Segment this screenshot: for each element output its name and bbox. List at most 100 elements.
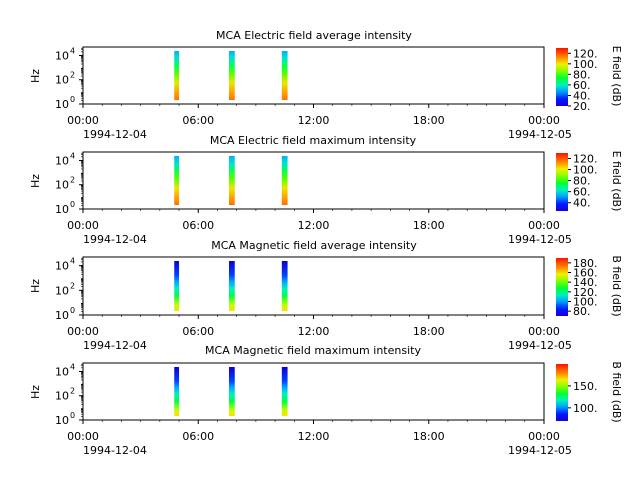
- spectrogram-burst-2: [228, 261, 235, 311]
- colorbar-tick-label: 80.: [573, 68, 591, 81]
- y-tick-label: 10: [55, 309, 69, 322]
- x-date-start: 1994-12-04: [83, 128, 147, 141]
- y-tick-label: 10: [55, 390, 69, 403]
- colorbar-tick-label: 120.: [573, 286, 598, 299]
- y-axis-label: Hz: [29, 174, 42, 188]
- y-tick-label: 10: [55, 365, 69, 378]
- spectrogram-burst-1: [174, 367, 180, 416]
- y-tick-exponent: 2: [70, 281, 75, 290]
- y-tick-label: 10: [55, 260, 69, 273]
- colorbar-tick-label: 140.: [573, 276, 598, 289]
- x-tick-label: 00:00: [67, 219, 99, 232]
- x-date-end: 1994-12-05: [508, 339, 572, 352]
- colorbar-tick-label: 80.: [573, 175, 591, 188]
- colorbar: [556, 153, 568, 211]
- colorbar-tick-label: 40.: [573, 197, 591, 210]
- y-tick-exponent: 0: [70, 306, 75, 315]
- x-date-start: 1994-12-04: [83, 339, 147, 352]
- y-tick-exponent: 2: [70, 71, 75, 80]
- x-date-end: 1994-12-05: [508, 233, 572, 246]
- colorbar-tick-label: 40.: [573, 89, 591, 102]
- x-tick-label: 00:00: [528, 325, 560, 338]
- x-tick-label: 12:00: [298, 219, 330, 232]
- x-tick-label: 18:00: [413, 325, 445, 338]
- colorbar-label: E field (dB): [610, 46, 623, 107]
- spectrogram-burst-2: [228, 156, 235, 205]
- y-tick-exponent: 0: [70, 95, 75, 104]
- spectrogram-burst-3: [281, 51, 288, 100]
- y-tick-label: 10: [55, 203, 69, 216]
- colorbar-tick-label: 80.: [573, 305, 591, 318]
- burst-group: [174, 156, 288, 205]
- y-axis-label: Hz: [29, 385, 42, 399]
- y-tick-label: 10: [55, 74, 69, 87]
- colorbar-tick-label: 100.: [573, 402, 598, 415]
- colorbar-tick-label: 20.: [573, 100, 591, 113]
- plot-frame: [82, 46, 545, 105]
- x-tick-label: 00:00: [67, 430, 99, 443]
- y-tick-label: 10: [55, 414, 69, 427]
- y-tick-exponent: 0: [70, 200, 75, 209]
- colorbar-tick-label: 120.: [573, 153, 598, 166]
- x-date-start: 1994-12-04: [83, 233, 147, 246]
- panel-magnetic-average: MCA Magnetic field average intensity Hz …: [29, 239, 623, 352]
- x-tick-label: 06:00: [182, 219, 214, 232]
- colorbar: [556, 364, 568, 421]
- x-date-end: 1994-12-05: [508, 444, 572, 457]
- colorbar-tick-label: 150.: [573, 380, 598, 393]
- colorbar-tick-label: 120.: [573, 47, 598, 60]
- spectrogram-burst-3: [281, 156, 288, 205]
- colorbar-tick-label: 100.: [573, 58, 598, 71]
- y-tick-label: 10: [55, 49, 69, 62]
- y-tick-label: 10: [55, 154, 69, 167]
- colorbar: [556, 258, 568, 316]
- y-tick-exponent: 4: [70, 151, 75, 160]
- x-tick-label: 00:00: [528, 219, 560, 232]
- y-tick-exponent: 2: [70, 176, 75, 185]
- x-tick-label: 06:00: [182, 430, 214, 443]
- colorbar-tick-label: 160.: [573, 267, 598, 280]
- x-tick-label: 12:00: [298, 114, 330, 127]
- x-tick-label: 00:00: [67, 325, 99, 338]
- colorbar-tick-label: 60.: [573, 79, 591, 92]
- y-tick-exponent: 4: [70, 362, 75, 371]
- y-tick-exponent: 0: [70, 411, 75, 420]
- panel-title: MCA Electric field maximum intensity: [210, 134, 417, 147]
- burst-group: [174, 261, 288, 311]
- y-tick-exponent: 4: [70, 46, 75, 55]
- spectrogram-burst-3: [281, 367, 288, 416]
- x-tick-label: 18:00: [413, 114, 445, 127]
- x-date-end: 1994-12-05: [508, 128, 572, 141]
- x-tick-label: 00:00: [528, 430, 560, 443]
- colorbar: [556, 48, 568, 106]
- y-axis-label: Hz: [29, 279, 42, 293]
- x-tick-label: 00:00: [528, 114, 560, 127]
- spectrogram-burst-1: [174, 156, 180, 205]
- y-tick-exponent: 4: [70, 257, 75, 266]
- spectrogram-burst-2: [228, 367, 235, 416]
- y-axis-label: Hz: [29, 69, 42, 83]
- colorbar-label: E field (dB): [610, 151, 623, 212]
- x-tick-label: 12:00: [298, 325, 330, 338]
- spectrogram-burst-1: [174, 261, 180, 311]
- y-tick-label: 10: [55, 284, 69, 297]
- plot-frame: [82, 151, 545, 210]
- plot-frame: [82, 362, 545, 421]
- panel-magnetic-maximum: MCA Magnetic field maximum intensity Hz …: [29, 344, 623, 457]
- colorbar-tick-label: 100.: [573, 164, 598, 177]
- burst-group: [174, 51, 288, 100]
- x-tick-label: 06:00: [182, 114, 214, 127]
- colorbar-tick-label: 60.: [573, 186, 591, 199]
- x-tick-label: 18:00: [413, 430, 445, 443]
- plot-frame: [82, 256, 545, 316]
- spectrogram-burst-3: [281, 261, 288, 311]
- panel-title: MCA Magnetic field average intensity: [211, 239, 417, 252]
- spectrogram-burst-1: [174, 51, 180, 100]
- burst-group: [174, 367, 288, 416]
- spectrogram-burst-2: [228, 51, 235, 100]
- y-tick-label: 10: [55, 98, 69, 111]
- x-tick-label: 00:00: [67, 114, 99, 127]
- y-tick-exponent: 2: [70, 387, 75, 396]
- x-tick-label: 12:00: [298, 430, 330, 443]
